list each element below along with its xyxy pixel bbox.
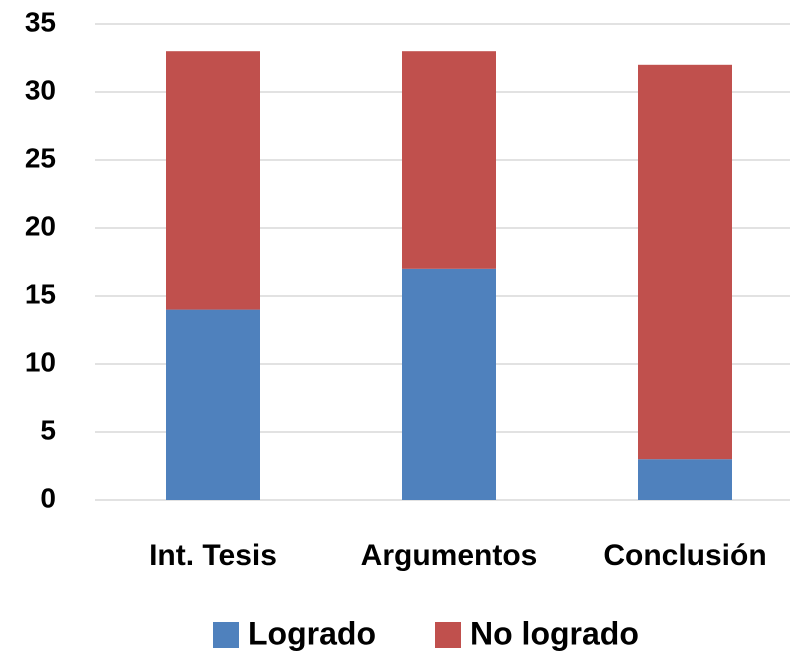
bar-segment: [638, 459, 732, 500]
legend-label: No logrado: [470, 615, 639, 651]
bar-segment: [166, 51, 260, 310]
legend-swatch: [435, 622, 461, 648]
x-tick-label: Conclusión: [603, 539, 766, 572]
bar-segment: [402, 268, 496, 500]
y-tick-label: 20: [25, 210, 56, 241]
y-tick-label: 35: [25, 6, 56, 37]
legend-label: Logrado: [248, 615, 376, 651]
y-tick-label: 15: [25, 278, 56, 309]
bar-segment: [638, 64, 732, 460]
y-tick-label: 30: [25, 74, 56, 105]
legend-swatch: [213, 622, 239, 648]
x-tick-label: Argumentos: [361, 539, 538, 572]
y-tick-label: 25: [25, 142, 56, 173]
y-tick-label: 5: [40, 414, 56, 445]
bar-segment: [402, 51, 496, 269]
y-tick-label: 0: [40, 482, 56, 513]
y-tick-label: 10: [25, 346, 56, 377]
x-tick-label: Int. Tesis: [149, 539, 277, 572]
bar-segment: [166, 309, 260, 500]
